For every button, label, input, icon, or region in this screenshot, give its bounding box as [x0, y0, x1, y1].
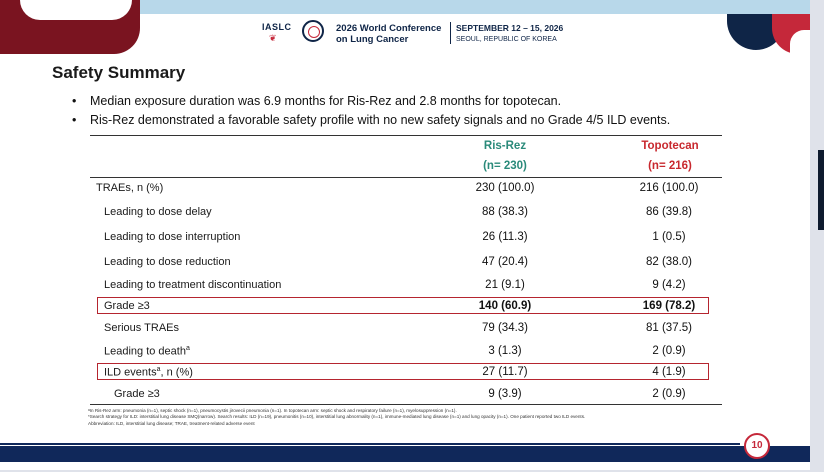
cell-ris-rez: 3 (1.3) [488, 345, 522, 357]
cell-topotecan: 9 (4.2) [652, 279, 686, 291]
cell-topotecan: 82 (38.0) [645, 256, 693, 268]
row-label-leading-to-death: Leading to deatha [104, 345, 190, 358]
footnote: ᵃIn Ris-Rez arm: pneumonia (n=1), septic… [88, 408, 457, 413]
cell-ris-rez: 27 (11.7) [482, 366, 528, 378]
row-label-grade3: Grade ≥3 [104, 300, 150, 312]
top-stripe [0, 0, 810, 14]
cell-ris-rez: 140 (60.9) [478, 300, 532, 312]
footnotes: ᵃIn Ris-Rez arm: pneumonia (n=1), septic… [88, 408, 738, 427]
conference-name: 2026 World Conference on Lung Cancer [336, 23, 442, 45]
bullet-item: • Median exposure duration was 6.9 months… [72, 94, 562, 108]
row-label-dose-reduction: Leading to dose reduction [104, 256, 231, 268]
column-n-ris-rez: (n= 230) [483, 160, 527, 172]
footer-bar [0, 446, 810, 462]
footnote: Abbreviation: ILD, interstitial lung dis… [88, 420, 255, 426]
cell-topotecan: 86 (39.8) [645, 206, 693, 218]
row-label-traes: TRAEs, n (%) [96, 182, 164, 194]
cell-topotecan: 4 (1.9) [652, 366, 686, 378]
cell-ris-rez: 26 (11.3) [482, 231, 528, 243]
footer-line [0, 443, 740, 445]
row-label-dose-interruption: Leading to dose interruption [104, 231, 241, 243]
cell-topotecan: 216 (100.0) [639, 182, 699, 194]
row-label-ild-grade3: Grade ≥3 [114, 388, 160, 400]
bullet-item: • Ris-Rez demonstrated a favorable safety… [72, 113, 671, 127]
banner-divider [450, 22, 451, 44]
cell-ris-rez: 21 (9.1) [485, 279, 525, 291]
footnote: *Search strategy for ILD: interstitial l… [88, 414, 586, 420]
presentation-slide: IASLC ❦ 2026 World Conference on Lung Ca… [0, 0, 810, 470]
row-label-ild-events: ILD eventsa, n (%) [104, 366, 193, 379]
cell-topotecan: 2 (0.9) [652, 345, 686, 357]
conference-dates: SEPTEMBER 12 – 15, 2026 [456, 23, 564, 33]
column-n-topotecan: (n= 216) [648, 160, 692, 172]
row-label-serious-traes: Serious TRAEs [104, 322, 179, 334]
bullet-list: • Median exposure duration was 6.9 months… [70, 92, 770, 130]
cell-ris-rez: 230 (100.0) [475, 182, 535, 194]
column-header-ris-rez: Ris-Rez [483, 140, 527, 152]
cell-ris-rez: 9 (3.9) [488, 388, 522, 400]
page-number: 10 [744, 433, 770, 459]
lung-logo-icon: ❦ [269, 33, 277, 43]
cell-ris-rez: 47 (20.4) [481, 256, 529, 268]
table-top-rule [90, 135, 722, 136]
highlight-box-grade3 [97, 297, 709, 314]
table-bottom-rule [90, 404, 722, 405]
table-header-rule [90, 177, 722, 178]
decorative-white-shape [20, 0, 132, 20]
cell-ris-rez: 79 (34.3) [481, 322, 529, 334]
conference-location: SEOUL, REPUBLIC OF KOREA [456, 36, 557, 43]
slide-title: Safety Summary [52, 63, 186, 82]
conference-seal-icon [302, 20, 324, 42]
column-header-topotecan: Topotecan [641, 140, 699, 152]
cell-topotecan: 169 (78.2) [642, 300, 696, 312]
cell-topotecan: 1 (0.5) [652, 231, 686, 243]
cell-topotecan: 81 (37.5) [645, 322, 693, 334]
row-label-dose-delay: Leading to dose delay [104, 206, 212, 218]
highlight-box-ild [97, 363, 709, 380]
window-edge [818, 150, 824, 230]
cell-topotecan: 2 (0.9) [652, 388, 686, 400]
cell-ris-rez: 88 (38.3) [481, 206, 529, 218]
iaslc-logo-text: IASLC [262, 22, 292, 32]
decorative-white-corner [790, 30, 810, 54]
row-label-treatment-discontinuation: Leading to treatment discontinuation [104, 279, 282, 291]
